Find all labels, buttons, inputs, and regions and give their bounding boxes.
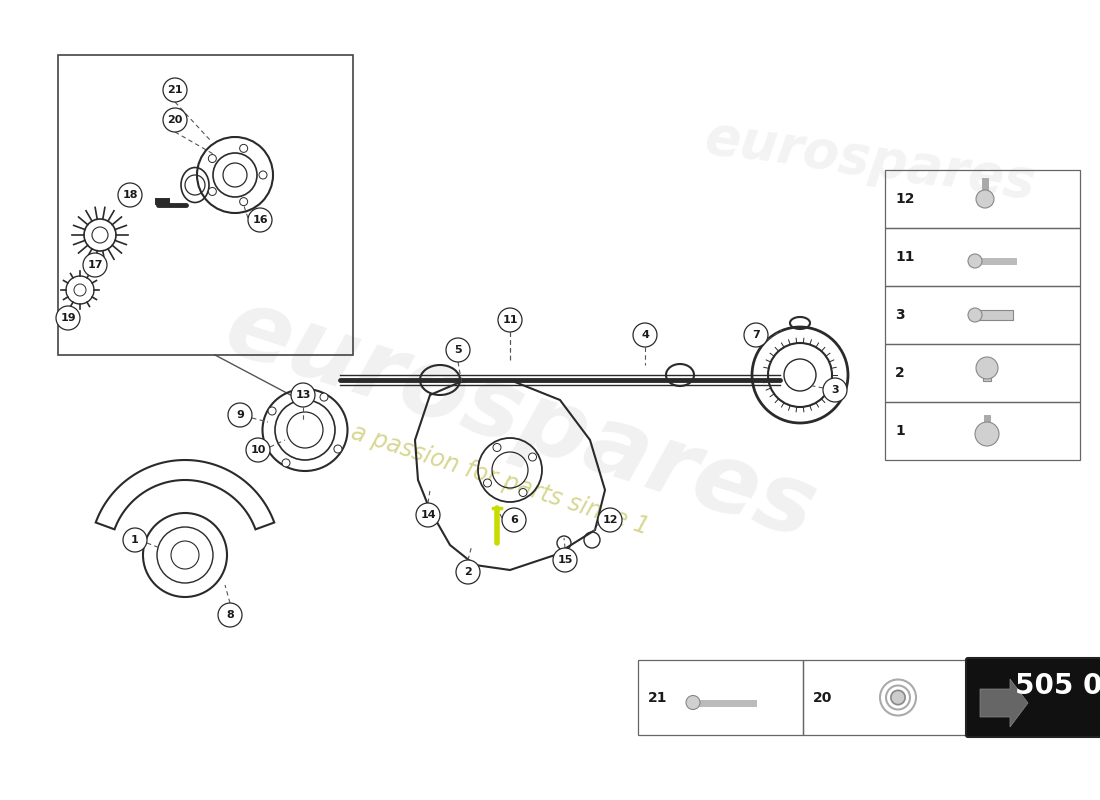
Text: 6: 6 <box>510 515 518 525</box>
Text: 5: 5 <box>454 345 462 355</box>
Text: 19: 19 <box>60 313 76 323</box>
Circle shape <box>493 443 500 451</box>
Text: 20: 20 <box>813 690 833 705</box>
Circle shape <box>975 422 999 446</box>
Text: 21: 21 <box>167 85 183 95</box>
Text: 15: 15 <box>558 555 573 565</box>
Text: 14: 14 <box>420 510 436 520</box>
Polygon shape <box>980 679 1028 727</box>
Bar <box>975 310 1013 320</box>
Circle shape <box>498 308 522 332</box>
Text: 11: 11 <box>503 315 518 325</box>
Text: 11: 11 <box>895 250 914 264</box>
Circle shape <box>976 357 998 379</box>
Circle shape <box>118 183 142 207</box>
Circle shape <box>880 679 916 715</box>
Circle shape <box>248 208 272 232</box>
Text: 7: 7 <box>752 330 760 340</box>
Circle shape <box>123 528 147 552</box>
Circle shape <box>228 403 252 427</box>
Bar <box>886 228 1080 286</box>
Circle shape <box>56 306 80 330</box>
Text: 505 02: 505 02 <box>1014 672 1100 700</box>
Circle shape <box>502 508 526 532</box>
Text: 3: 3 <box>832 385 839 395</box>
Text: 1: 1 <box>131 535 139 545</box>
Circle shape <box>282 459 290 467</box>
Circle shape <box>416 503 440 527</box>
Circle shape <box>968 308 982 322</box>
Text: 8: 8 <box>227 610 234 620</box>
Circle shape <box>208 187 217 195</box>
Circle shape <box>553 548 578 572</box>
Circle shape <box>246 438 270 462</box>
Circle shape <box>744 323 768 347</box>
Bar <box>886 170 1080 228</box>
Text: 13: 13 <box>295 390 310 400</box>
Circle shape <box>891 690 905 705</box>
Text: 21: 21 <box>648 690 668 705</box>
Text: 16: 16 <box>252 215 267 225</box>
Bar <box>886 402 1080 460</box>
Bar <box>638 660 803 735</box>
Text: 10: 10 <box>251 445 266 455</box>
Bar <box>803 660 968 735</box>
Circle shape <box>968 254 982 268</box>
Text: 2: 2 <box>464 567 472 577</box>
Circle shape <box>456 560 480 584</box>
FancyBboxPatch shape <box>966 658 1100 737</box>
Circle shape <box>240 144 248 152</box>
Bar <box>983 361 991 381</box>
Circle shape <box>163 78 187 102</box>
Text: 2: 2 <box>895 366 904 380</box>
Circle shape <box>686 695 700 710</box>
Bar <box>886 344 1080 402</box>
Text: 1: 1 <box>895 424 904 438</box>
Text: eurospares: eurospares <box>213 281 827 559</box>
Circle shape <box>334 445 342 453</box>
Text: 9: 9 <box>236 410 244 420</box>
Circle shape <box>240 198 248 206</box>
Circle shape <box>163 108 187 132</box>
Text: 3: 3 <box>895 308 904 322</box>
Text: a passion for parts since 1: a passion for parts since 1 <box>348 420 652 540</box>
Circle shape <box>484 479 492 487</box>
Circle shape <box>258 171 267 179</box>
Circle shape <box>82 253 107 277</box>
Circle shape <box>519 489 527 497</box>
Text: 4: 4 <box>641 330 649 340</box>
Circle shape <box>976 190 994 208</box>
Text: 20: 20 <box>167 115 183 125</box>
Circle shape <box>528 453 537 461</box>
Text: 18: 18 <box>122 190 138 200</box>
Text: 17: 17 <box>87 260 102 270</box>
Circle shape <box>320 393 328 401</box>
Circle shape <box>292 383 315 407</box>
Circle shape <box>208 154 217 162</box>
Circle shape <box>218 603 242 627</box>
Circle shape <box>823 378 847 402</box>
Circle shape <box>598 508 622 532</box>
Text: 12: 12 <box>895 192 914 206</box>
Circle shape <box>446 338 470 362</box>
Circle shape <box>268 407 276 415</box>
Bar <box>58 55 353 355</box>
Circle shape <box>632 323 657 347</box>
Text: 12: 12 <box>603 515 618 525</box>
Bar <box>886 286 1080 344</box>
Text: eurospares: eurospares <box>702 111 1038 209</box>
